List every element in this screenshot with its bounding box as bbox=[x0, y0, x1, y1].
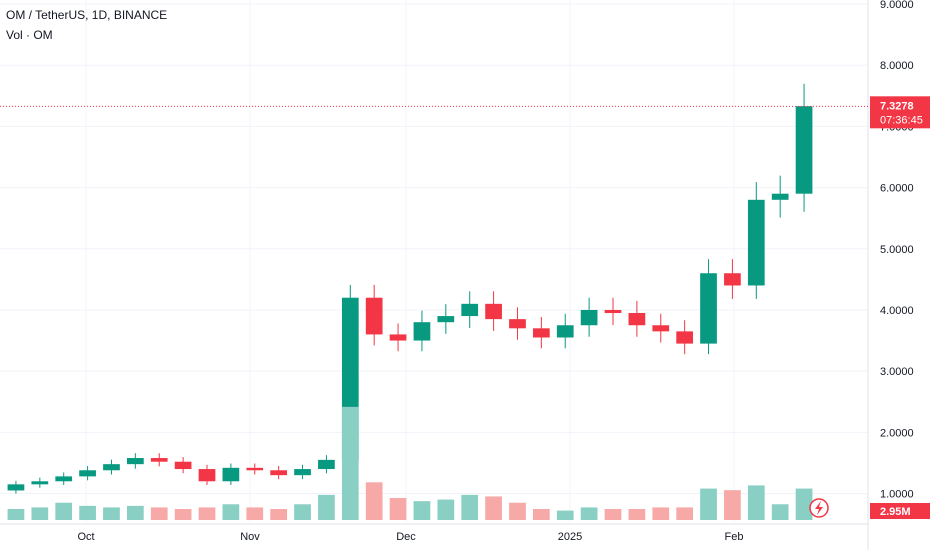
volume-bar bbox=[532, 509, 550, 520]
candle-body bbox=[604, 309, 622, 314]
volume-bar bbox=[724, 490, 741, 520]
y-tick-label: 4.0000 bbox=[880, 305, 914, 317]
candle-body bbox=[222, 467, 240, 482]
y-tick-label: 6.0000 bbox=[880, 183, 914, 195]
volume-bar bbox=[676, 507, 694, 520]
volume-bar bbox=[437, 499, 455, 520]
volume-bar bbox=[556, 510, 574, 520]
candle-body bbox=[318, 459, 335, 470]
volume-bar bbox=[246, 507, 264, 520]
volume-bar bbox=[461, 494, 479, 520]
candle-body bbox=[556, 325, 574, 338]
volume-bar bbox=[79, 505, 96, 520]
candle-body bbox=[437, 316, 455, 323]
candle-body bbox=[174, 461, 192, 470]
volume-bar bbox=[747, 485, 765, 520]
price-badge-value: 7.3278 bbox=[880, 100, 914, 112]
volume-bar bbox=[174, 509, 192, 520]
candle-body bbox=[246, 467, 264, 471]
candle-body bbox=[198, 469, 216, 482]
volume-bar bbox=[795, 488, 813, 520]
volume-bar bbox=[700, 488, 717, 520]
candle-body bbox=[700, 273, 717, 344]
volume-legend: Vol · OM bbox=[6, 28, 53, 42]
candle-body bbox=[724, 273, 741, 286]
volume-bar bbox=[580, 507, 598, 520]
candle-body bbox=[580, 309, 598, 326]
candle-body bbox=[126, 458, 144, 465]
candle-body bbox=[389, 334, 407, 341]
candle-body bbox=[461, 303, 479, 317]
candle-body bbox=[150, 458, 168, 462]
volume-badge bbox=[870, 503, 930, 519]
y-tick-label: 2.0000 bbox=[880, 427, 914, 439]
candle-body bbox=[485, 303, 502, 320]
candle-body bbox=[652, 325, 670, 332]
x-tick-label: 2025 bbox=[558, 531, 582, 543]
volume-bar bbox=[509, 502, 526, 520]
volume-bar bbox=[652, 507, 670, 520]
candle-body bbox=[55, 476, 73, 482]
candle-body bbox=[747, 199, 765, 286]
y-tick-label: 5.0000 bbox=[880, 244, 914, 256]
volume-bar bbox=[198, 507, 216, 520]
price-badge bbox=[870, 96, 930, 129]
volume-bar bbox=[389, 498, 407, 520]
price-badge-countdown: 07:36:45 bbox=[880, 114, 923, 126]
volume-bar bbox=[318, 494, 335, 520]
candle-body bbox=[509, 319, 526, 329]
candle-body bbox=[31, 481, 49, 485]
volume-bar bbox=[126, 505, 144, 520]
volume-bar bbox=[7, 509, 25, 520]
flash-icon-bolt bbox=[815, 501, 823, 515]
volume-bar bbox=[365, 482, 383, 520]
volume-badge-value: 2.95M bbox=[880, 506, 911, 518]
candle-body bbox=[103, 464, 120, 471]
candle-body bbox=[532, 328, 550, 338]
candle-body bbox=[365, 297, 383, 335]
volume-bar bbox=[294, 504, 311, 520]
volume-bar bbox=[31, 507, 49, 520]
y-tick-label: 8.0000 bbox=[880, 60, 914, 72]
volume-bar bbox=[341, 406, 359, 520]
volume-bar bbox=[771, 504, 789, 520]
candle-body bbox=[413, 322, 431, 341]
volume-bar bbox=[270, 509, 288, 520]
volume-bar bbox=[628, 509, 646, 520]
candle-body bbox=[7, 484, 25, 491]
volume-bar bbox=[413, 501, 431, 520]
volume-bar bbox=[604, 509, 622, 520]
volume-bar bbox=[55, 502, 73, 520]
y-tick-label: 1.0000 bbox=[880, 489, 914, 501]
candle-body bbox=[795, 106, 813, 194]
volume-bar bbox=[150, 507, 168, 520]
x-tick-label: Nov bbox=[240, 531, 260, 543]
candle-body bbox=[294, 469, 311, 476]
chart-title: OM / TetherUS, 1D, BINANCE bbox=[6, 8, 168, 22]
candle-body bbox=[79, 470, 96, 477]
y-tick-label: 9.0000 bbox=[880, 0, 914, 11]
volume-bar bbox=[222, 504, 240, 520]
candle-body bbox=[270, 470, 288, 476]
x-tick-label: Dec bbox=[396, 531, 416, 543]
candle-body bbox=[771, 193, 789, 200]
candle-body bbox=[628, 313, 646, 326]
x-tick-label: Feb bbox=[725, 531, 744, 543]
y-tick-label: 3.0000 bbox=[880, 366, 914, 378]
x-tick-label: Oct bbox=[77, 531, 94, 543]
candle-body bbox=[676, 331, 694, 344]
volume-bar bbox=[103, 507, 120, 520]
volume-bar bbox=[485, 496, 502, 520]
